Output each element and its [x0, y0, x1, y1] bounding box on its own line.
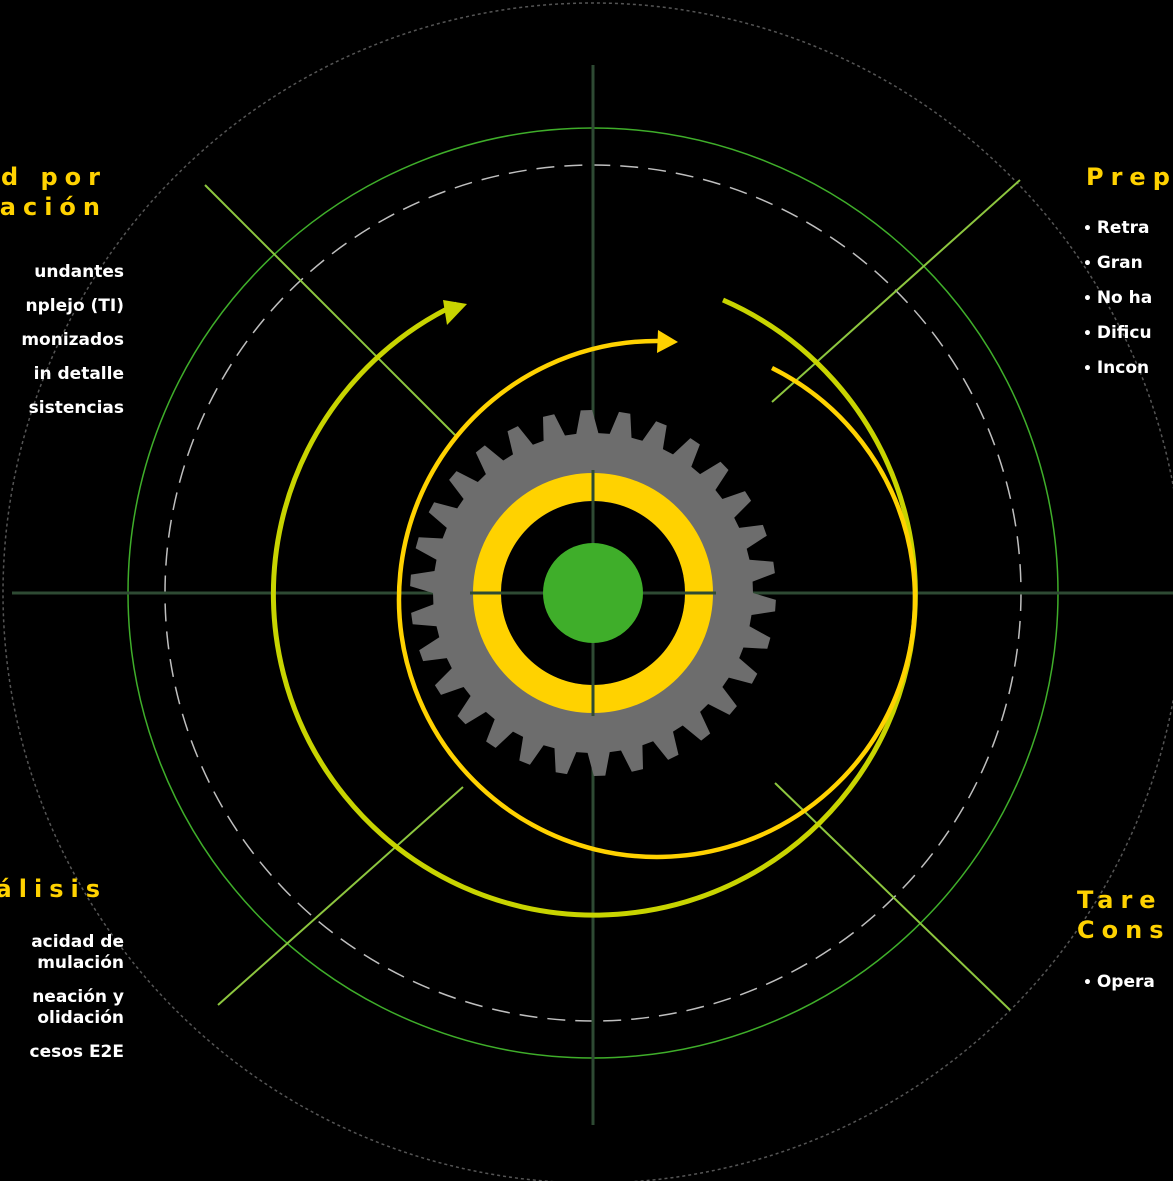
list-item: monizados: [21, 330, 124, 350]
list-item: neación y olidación: [32, 987, 124, 1028]
heading-top-left: d por ación: [0, 162, 107, 222]
arrow-head-icon: [443, 300, 467, 325]
diagonal-bottom-left: [217, 786, 464, 1006]
heading-line: Tare: [1077, 886, 1163, 914]
list-item: Incon: [1083, 358, 1152, 380]
list-item: Opera: [1083, 972, 1155, 994]
center-dot: [543, 543, 643, 643]
list-item: Dificu: [1083, 323, 1152, 345]
list-item: undantes: [34, 262, 124, 282]
list-item: cesos E2E: [29, 1042, 125, 1062]
list-item: Gran: [1083, 253, 1152, 275]
list-bottom-right: Opera: [1083, 972, 1155, 1007]
heading-bottom-right: Tare Cons: [1077, 885, 1170, 945]
list-item: nplejo (TI): [25, 296, 124, 316]
arrow-head-icon: [657, 330, 678, 353]
diagonal-bottom-right: [774, 782, 1011, 1011]
list-item: sistencias: [28, 398, 124, 418]
diagonal-top-right: [771, 179, 1021, 403]
list-item: No ha: [1083, 288, 1152, 310]
lime-ring-arc: [270, 297, 918, 918]
heading-line: Cons: [1077, 916, 1171, 944]
list-bottom-left: acidad de mulación neación y olidación c…: [30, 932, 125, 1076]
heading-line: Prep: [1086, 163, 1173, 191]
heading-line: ación: [0, 193, 107, 221]
list-item: in detalle: [33, 364, 124, 384]
list-top-right: Retra Gran No ha Dificu Incon: [1083, 218, 1152, 393]
heading-bottom-left: álisis: [0, 874, 107, 904]
list-item: Retra: [1083, 218, 1152, 240]
list-item: acidad de mulación: [31, 932, 124, 973]
heading-line: d por: [0, 163, 107, 191]
list-top-left: undantes nplejo (TI) monizados in detall…: [21, 262, 124, 432]
diagonal-top-left: [204, 184, 456, 436]
yellow-ring-arc: [396, 338, 918, 860]
heading-line: álisis: [0, 875, 107, 903]
heading-top-right: Prep: [1086, 162, 1173, 192]
